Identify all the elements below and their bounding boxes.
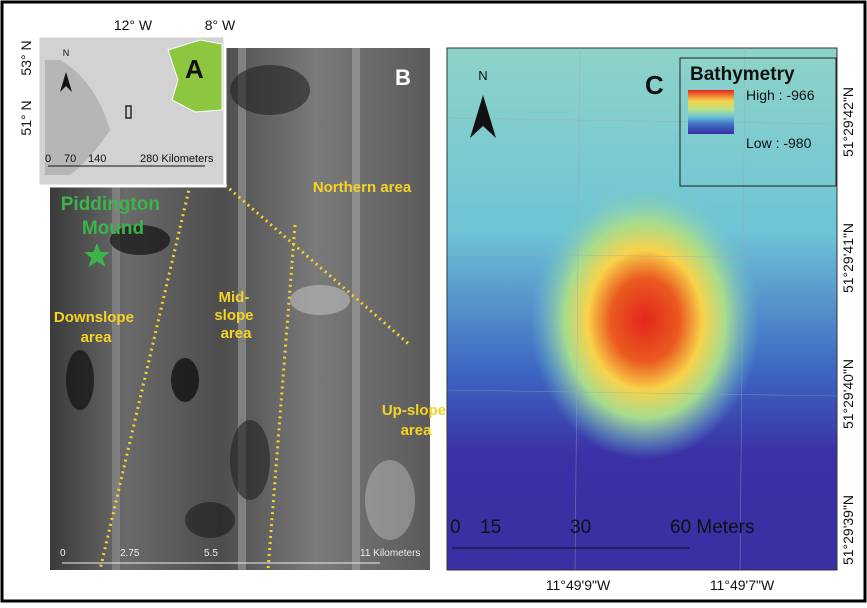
scale-label: 0 <box>450 517 461 538</box>
text-line: area <box>81 329 113 346</box>
scale-label: 60 Meters <box>670 517 754 538</box>
legend-label: High : -966 <box>746 87 815 103</box>
scale-label: 0 <box>45 153 51 165</box>
panel-label: A <box>185 54 204 84</box>
lat-label: 53° N <box>18 40 34 75</box>
lat-label: 51°29'41"N <box>840 223 856 293</box>
text-line: Downslope <box>54 309 134 326</box>
lat-label: 51°29'39"N <box>840 495 856 565</box>
text-line: slope <box>214 307 253 324</box>
panel-label: B <box>395 65 411 90</box>
lon-label: 8° W <box>205 17 236 33</box>
scale-label: 0 <box>60 548 66 559</box>
text-line: Northern area <box>313 179 412 196</box>
legend-label: Low : -980 <box>746 135 812 151</box>
lat-label: 51°29'40"N <box>840 359 856 429</box>
panel-label: C <box>645 70 664 100</box>
panel-a: N A 12° W 8° W 53° N 51° N 0 70 140 280 … <box>18 17 236 186</box>
panel-c: N C Bathymetry High : -966 Low : -980 0 … <box>447 48 856 593</box>
scale-label: 15 <box>480 517 501 538</box>
color-bar <box>688 90 734 134</box>
scale-label: 30 <box>570 517 591 538</box>
area-label: Northern area <box>313 179 412 196</box>
lat-label: 51°29'42"N <box>840 87 856 157</box>
scale-label: 2.75 <box>120 548 140 559</box>
scale-label: 5.5 <box>204 548 218 559</box>
scale-label: 70 <box>64 153 76 165</box>
scale-label: 280 Kilometers <box>140 153 214 165</box>
text-line: Piddington <box>61 194 160 215</box>
lon-label: 11°49'7"W <box>710 577 775 593</box>
text-line: Up-slope <box>382 402 446 419</box>
area-label: Mid- slope area <box>214 289 257 342</box>
legend-title: Bathymetry <box>690 64 795 85</box>
text-line: Mound <box>82 218 144 239</box>
text-line: area <box>221 325 253 342</box>
mound <box>530 180 760 460</box>
lat-label: 51° N <box>18 100 34 135</box>
scale-label: 11 Kilometers <box>360 548 420 559</box>
north-label: N <box>478 68 487 83</box>
lon-label: 12° W <box>114 17 153 33</box>
scale-label: 140 <box>88 153 106 165</box>
figure: B Piddington Mound Northern area Downslo… <box>0 0 867 603</box>
lon-label: 11°49'9"W <box>546 577 611 593</box>
text-line: Mid- <box>219 289 250 306</box>
north-label: N <box>63 48 70 58</box>
text-line: area <box>401 422 433 439</box>
